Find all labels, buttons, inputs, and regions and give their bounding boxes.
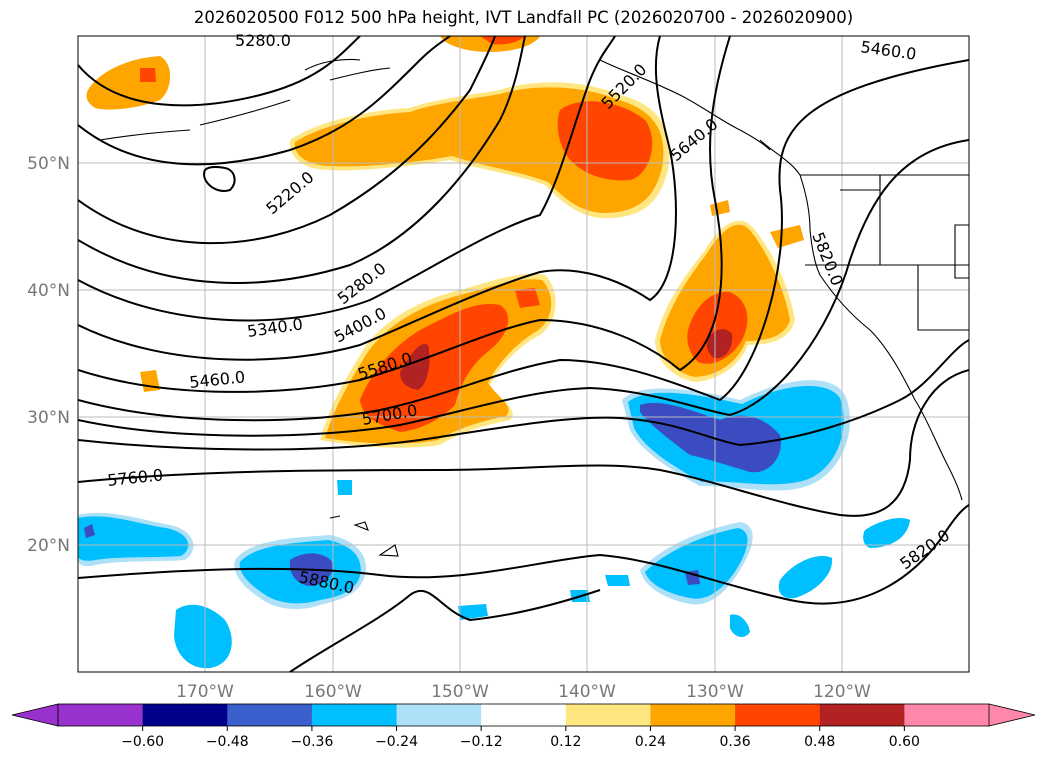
lat-tick-label: 50°N [27, 154, 70, 174]
lon-tick-label: 120°W [813, 682, 871, 702]
lon-tick-label: 160°W [304, 682, 362, 702]
lon-tick-label: 150°W [431, 682, 489, 702]
colorbar-tick-label: 0.12 [550, 734, 581, 750]
colorbar-segment [227, 704, 313, 726]
colorbar-segment [904, 704, 990, 726]
colorbar-segment [481, 704, 567, 726]
contour-label: 5280.0 [235, 31, 291, 50]
positive-pc-region-north [86, 36, 670, 219]
colorbar-extend-high [988, 703, 1036, 727]
negative-pc-region-south [337, 480, 910, 637]
colorbar-segment [58, 704, 144, 726]
colorbar-segment [819, 704, 905, 726]
colorbar-tick-label: 0.36 [720, 734, 751, 750]
colorbar-tick-label: 0.24 [635, 734, 666, 750]
colorbar-segment [735, 704, 821, 726]
colorbar: −0.60 −0.48 −0.36 −0.24 −0.12 0.12 0.24 0.36 0.4… [11, 703, 1036, 750]
colorbar-segment [650, 704, 736, 726]
colorbar-segment [565, 704, 651, 726]
negative-pc-region-west [78, 512, 194, 567]
colorbar-tick-label: −0.12 [460, 734, 503, 750]
colorbar-tick-label: 0.48 [804, 734, 835, 750]
ivt-shading [78, 36, 910, 669]
lat-tick-label: 20°N [27, 536, 70, 556]
plot-frame [77, 35, 970, 673]
coastlines [99, 58, 969, 557]
lat-tick-label: 30°N [27, 408, 70, 428]
colorbar-tick-label: −0.60 [121, 734, 164, 750]
height-contours [78, 36, 969, 672]
chart-title: 2026020500 F012 500 hPa height, IVT Land… [193, 8, 854, 27]
colorbar-extend-low [11, 703, 59, 727]
lon-tick-label: 130°W [686, 682, 744, 702]
lat-axis: 50°N 40°N 30°N 20°N [27, 154, 70, 556]
negative-pc-region-east [622, 380, 850, 491]
lon-axis: 170°W 160°W 150°W 140°W 130°W 120°W [176, 682, 871, 702]
lat-tick-label: 40°N [27, 281, 70, 301]
colorbar-segment [396, 704, 482, 726]
colorbar-tick-label: −0.48 [206, 734, 249, 750]
lon-tick-label: 140°W [558, 682, 616, 702]
colorbar-tick-label: −0.24 [375, 734, 418, 750]
colorbar-tick-label: −0.36 [290, 734, 333, 750]
colorbar-segment [311, 704, 398, 726]
colorbar-tick-label: 0.60 [889, 734, 920, 750]
positive-pc-region-east [140, 200, 804, 392]
lon-tick-label: 170°W [176, 682, 234, 702]
colorbar-segment [142, 704, 228, 726]
colorbar-frame [57, 703, 990, 727]
